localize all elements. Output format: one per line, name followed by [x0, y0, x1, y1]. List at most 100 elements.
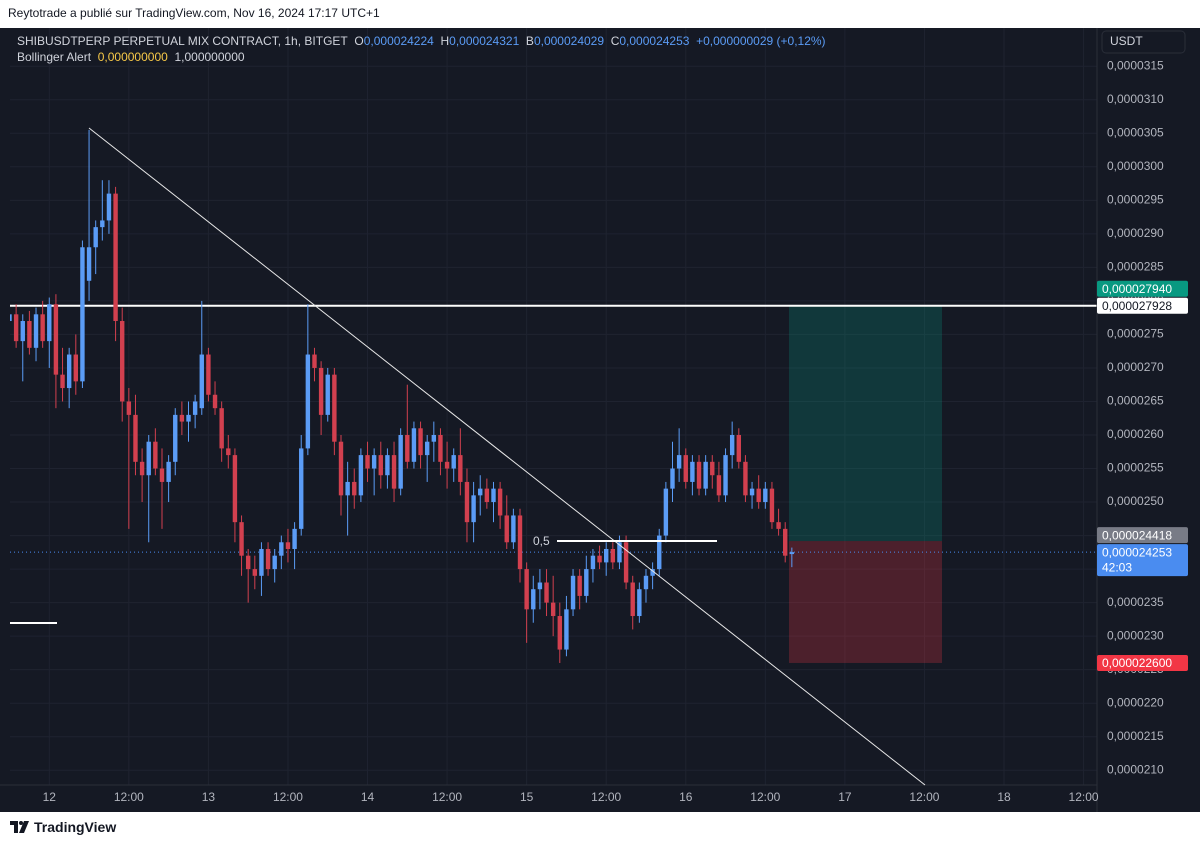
price-tag	[1097, 527, 1188, 544]
candle-body	[385, 455, 390, 476]
candle-body	[743, 461, 748, 496]
candle-body	[66, 354, 72, 389]
candle-body	[597, 555, 602, 563]
publisher-line: Reytotrade a publié sur TradingView.com,…	[8, 6, 380, 20]
legend: SHIBUSDTPERP PERPETUAL MIX CONTRACT, 1h,…	[17, 33, 826, 65]
candle-body	[239, 522, 244, 556]
y-tick-label: 0,0000215	[1107, 729, 1164, 743]
y-tick-label: 0,0000305	[1107, 125, 1164, 139]
field-value: 0,000024253	[619, 34, 690, 48]
candle-body	[365, 455, 370, 469]
x-tick-label: 17	[838, 790, 852, 804]
y-tick-label: 0,0000220	[1107, 695, 1164, 709]
candle-body	[418, 428, 423, 456]
footer: TradingView	[10, 819, 116, 835]
indicator-row: Bollinger Alert 0,000000000 1,000000000	[17, 49, 826, 65]
candle-body	[438, 434, 443, 462]
countdown: 42:03	[1102, 560, 1132, 574]
candle-body	[670, 468, 675, 489]
price-tag	[1097, 297, 1188, 314]
legend-row: SHIBUSDTPERP PERPETUAL MIX CONTRACT, 1h,…	[17, 33, 826, 49]
candle-body	[550, 602, 556, 617]
candle-body	[232, 455, 238, 523]
y-tick-label: 0,0000210	[1107, 762, 1164, 776]
y-tick-label: 0,0000285	[1107, 260, 1164, 274]
candle-body	[318, 367, 324, 415]
x-tick-label: 15	[520, 790, 534, 804]
candle-body	[305, 354, 311, 449]
y-tick-label: 0,0000295	[1107, 192, 1164, 206]
candle-body	[186, 414, 191, 422]
candle-body	[100, 220, 105, 228]
candle-body	[33, 314, 39, 348]
candle-body	[577, 575, 582, 596]
chart-background	[0, 28, 1200, 812]
candle-body	[617, 542, 622, 563]
candle-body	[703, 461, 708, 489]
candle-body	[93, 227, 98, 248]
field-value: 0,000024224	[363, 34, 434, 48]
y-tick-label: 0,0000310	[1107, 92, 1164, 106]
candle-body	[279, 542, 284, 556]
candle-body	[683, 455, 688, 482]
candle-body	[749, 488, 755, 496]
y-tick-label: 0,0000275	[1107, 327, 1164, 341]
candle-body	[358, 455, 364, 496]
candle-body	[405, 434, 410, 462]
candle-body	[47, 304, 52, 342]
candle-body	[411, 428, 417, 462]
y-tick-label: 0,0000265	[1107, 394, 1164, 408]
candle-body	[537, 582, 543, 590]
y-tick-label: 0,0000250	[1107, 494, 1164, 508]
candle-body	[146, 441, 151, 476]
y-tick-label: 0,0000270	[1107, 360, 1164, 374]
candle-body	[478, 488, 483, 496]
indicator-name: Bollinger Alert	[17, 50, 92, 64]
x-tick-label: 12:00	[114, 790, 144, 804]
candle-body	[458, 455, 463, 482]
price-tag-label: 0,000024418	[1102, 528, 1172, 542]
candle-body	[265, 548, 271, 570]
candle-body	[20, 321, 25, 342]
candle-body	[471, 495, 476, 523]
candle-body	[623, 542, 629, 583]
candle-body	[391, 455, 397, 489]
candle-body	[345, 481, 350, 496]
price-tag	[1097, 280, 1188, 297]
candle-body	[696, 461, 702, 489]
candle-body	[206, 354, 211, 395]
price-tag	[1097, 654, 1188, 671]
candle-body	[776, 522, 781, 529]
candle-body	[424, 441, 430, 456]
candle-body	[604, 548, 609, 563]
candle-body	[650, 569, 655, 576]
symbol: SHIBUSDTPERP PERPETUAL MIX CONTRACT, 1h,…	[17, 34, 348, 48]
candle-body	[517, 515, 523, 570]
y-tick-label: 0,0000290	[1107, 226, 1164, 240]
candle-body	[338, 441, 344, 496]
candle-body	[491, 488, 496, 503]
candle-body	[80, 247, 85, 382]
candle-body	[789, 552, 795, 555]
candle-body	[590, 555, 596, 570]
candle-body	[524, 569, 529, 610]
candle-body	[219, 408, 224, 449]
y-tick-label: 0,0000315	[1107, 58, 1164, 72]
candle-body	[113, 193, 118, 322]
candle-body	[60, 374, 65, 389]
target-zone	[789, 304, 942, 542]
candle-body	[352, 481, 357, 496]
candle-body	[531, 589, 536, 610]
brand: TradingView	[34, 819, 117, 835]
y-tick-label: 0,0000300	[1107, 159, 1164, 173]
candle-body	[40, 314, 45, 342]
candle-body	[451, 455, 456, 469]
candle-body	[73, 354, 78, 382]
y-tick-label: 0,0000230	[1107, 628, 1164, 642]
candle-body	[166, 461, 171, 482]
candle-body	[690, 461, 695, 482]
price-tag-label: 0,000022600	[1102, 656, 1172, 670]
candle-body	[723, 455, 728, 496]
x-tick-label: 13	[202, 790, 216, 804]
candle-body	[153, 441, 158, 469]
